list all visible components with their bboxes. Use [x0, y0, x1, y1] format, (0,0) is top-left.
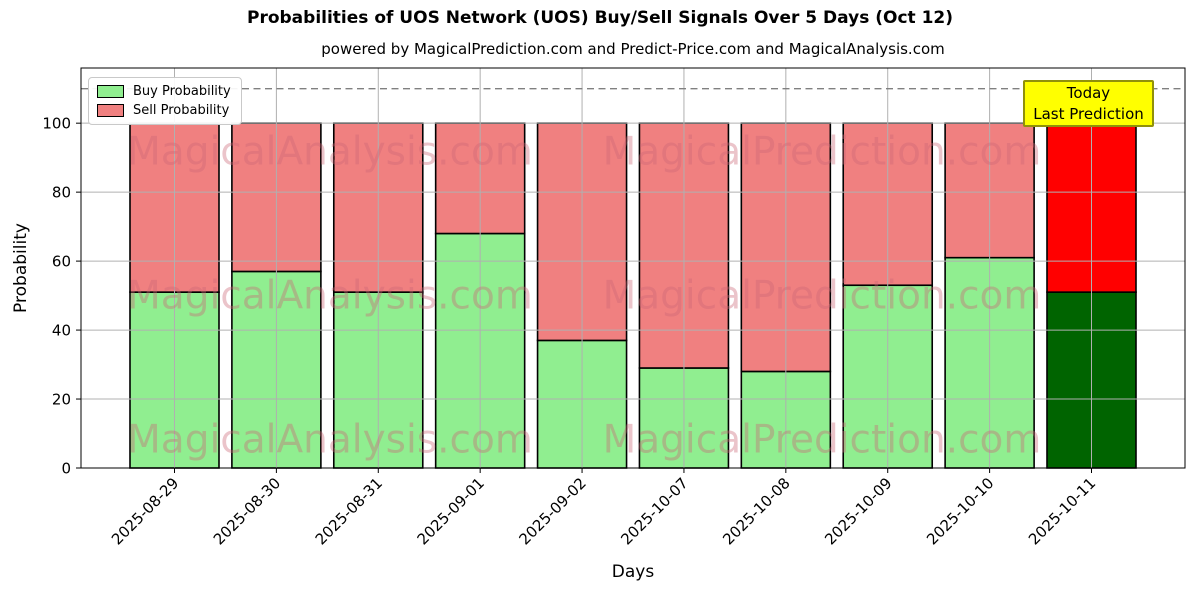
figure-title: Probabilities of UOS Network (UOS) Buy/S… — [246, 8, 953, 28]
x-axis-label: Days — [611, 562, 655, 582]
x-tick-label-2025-10-09: 2025-10-09 — [821, 474, 895, 548]
legend-label-sell: Sell Probability — [133, 103, 230, 118]
buy-color-swatch — [97, 85, 124, 98]
x-tick-label-2025-10-10: 2025-10-10 — [923, 474, 997, 548]
today-annotation: Today Last Prediction — [1023, 80, 1154, 127]
x-tick-label-2025-08-30: 2025-08-30 — [210, 474, 284, 548]
x-tick-label-2025-08-31: 2025-08-31 — [312, 474, 386, 548]
annotation-line-1: Today — [1066, 83, 1111, 102]
x-tick-label-2025-09-02: 2025-09-02 — [516, 474, 590, 548]
axes-frame — [80, 67, 1186, 469]
x-tick-label-2025-10-11: 2025-10-11 — [1025, 474, 1099, 548]
x-tick-label-2025-10-07: 2025-10-07 — [617, 474, 691, 548]
y-tick-label: 40 — [52, 322, 71, 340]
legend-item-buy: Buy Probability — [97, 84, 231, 99]
y-axis-label: Probability — [11, 223, 31, 313]
powered-by-subtitle: powered by MagicalPrediction.com and Pre… — [321, 40, 945, 58]
y-tick-label: 80 — [52, 184, 71, 202]
x-tick-label-2025-10-08: 2025-10-08 — [719, 474, 793, 548]
y-tick-label: 20 — [52, 391, 71, 409]
x-tick-label-2025-08-29: 2025-08-29 — [108, 474, 182, 548]
legend: Buy Probability Sell Probability — [88, 77, 242, 125]
x-tick-label-2025-09-01: 2025-09-01 — [414, 474, 488, 548]
legend-label-buy: Buy Probability — [133, 84, 231, 99]
y-tick-label: 60 — [52, 253, 71, 271]
sell-color-swatch — [97, 104, 124, 117]
legend-item-sell: Sell Probability — [97, 103, 231, 118]
y-tick-label: 0 — [61, 460, 71, 478]
annotation-line-2: Last Prediction — [1033, 104, 1144, 123]
y-tick-label: 100 — [42, 115, 71, 133]
